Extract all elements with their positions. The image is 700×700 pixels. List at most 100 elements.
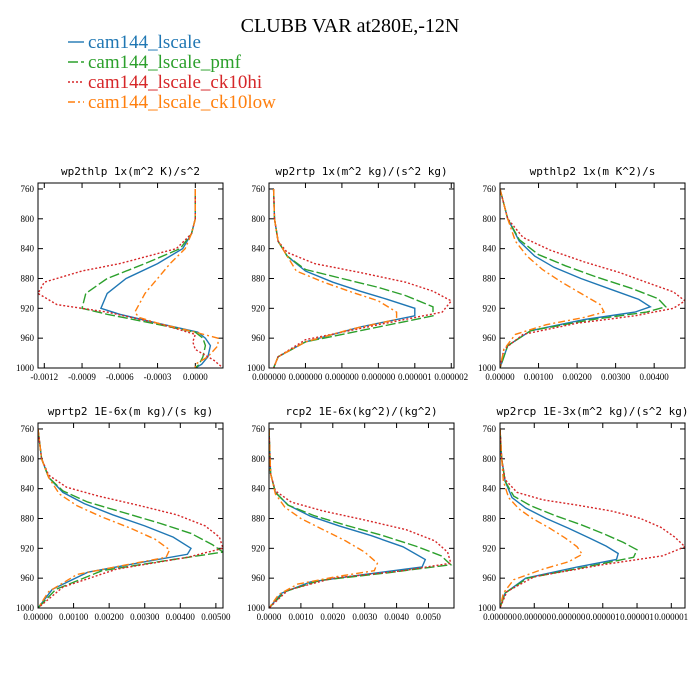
y-tick-label: 880 xyxy=(252,513,266,523)
y-tick-label: 960 xyxy=(483,333,497,343)
y-tick-label: 840 xyxy=(483,484,497,494)
legend-label: cam144_lscale_pmf xyxy=(88,52,242,73)
series-line-cam144_lscale_ck10low xyxy=(272,188,398,368)
y-tick-label: 800 xyxy=(483,214,497,224)
x-tick-label: 0.0000 xyxy=(183,372,208,382)
plot-frame xyxy=(499,422,686,609)
x-tick-label: 0.00100 xyxy=(59,612,89,622)
x-tick-label: 0.000000 xyxy=(517,612,551,622)
series-line-cam144_lscale xyxy=(38,428,192,608)
series-line-cam144_lscale_pmf xyxy=(81,189,207,368)
y-tick-label: 760 xyxy=(252,184,266,194)
y-tick-label: 1000 xyxy=(478,603,497,613)
y-tick-label: 800 xyxy=(252,214,266,224)
series-line-cam144_lscale_ck10low xyxy=(38,428,171,608)
series-line-cam144_lscale_pmf xyxy=(38,428,223,608)
legend-item: cam144_lscale_ck10hi xyxy=(68,72,262,93)
y-tick-label: 920 xyxy=(252,303,266,313)
series-line-cam144_lscale_pmf xyxy=(500,188,668,368)
series-line-cam144_lscale_pmf xyxy=(272,188,434,368)
legend-label: cam144_lscale_ck10hi xyxy=(88,72,262,93)
x-tick-label: 0.0050 xyxy=(416,612,441,622)
y-tick-label: 920 xyxy=(483,543,497,553)
panel-title: rcp2 1E-6x(kg^2)/(kg^2) xyxy=(285,405,437,418)
panel-4: wprtp2 1E-6x(m kg)/(s kg) 760 800 840 880 920… xyxy=(16,405,231,622)
y-tick-label: 880 xyxy=(483,273,497,283)
x-tick-label: -0.0006 xyxy=(106,372,134,382)
y-tick-label: 840 xyxy=(21,244,35,254)
x-tick-label: 0.000000 xyxy=(552,612,586,622)
plot-frame xyxy=(268,422,455,609)
y-tick-label: 760 xyxy=(483,424,497,434)
x-tick-label: 0.000000 xyxy=(361,372,395,382)
y-tick-label: 880 xyxy=(21,513,35,523)
plot-frame xyxy=(37,422,224,609)
x-tick-label: -0.0012 xyxy=(30,372,58,382)
legend-label: cam144_lscale xyxy=(88,32,201,53)
x-tick-label: 0.00200 xyxy=(562,372,592,382)
x-tick-label: 0.000001 xyxy=(398,372,432,382)
series-line-cam144_lscale_ck10hi xyxy=(38,428,223,608)
panel-title: wprtp2 1E-6x(m kg)/(s kg) xyxy=(48,405,214,418)
x-tick-label: 0.000000 xyxy=(252,372,286,382)
y-tick-label: 1000 xyxy=(247,363,266,373)
y-tick-label: 760 xyxy=(21,184,35,194)
series-line-cam144_lscale_ck10hi xyxy=(500,428,685,608)
x-tick-label: 0.000002 xyxy=(434,372,468,382)
y-tick-label: 840 xyxy=(252,484,266,494)
y-tick-label: 840 xyxy=(483,244,497,254)
panels: wp2thlp 1x(m^2 K)/s^2 760 800 840 880 920 960 1… xyxy=(16,165,689,622)
series-line-cam144_lscale xyxy=(99,189,212,368)
y-tick-label: 1000 xyxy=(247,603,266,613)
x-tick-label: 0.00000 xyxy=(485,372,515,382)
panel-title: wpthlp2 1x(m K^2)/s xyxy=(530,165,656,178)
panel-3: wpthlp2 1x(m K^2)/s 760 800 840 880 920 960 100… xyxy=(478,165,686,382)
x-tick-label: 0.000000 xyxy=(289,372,323,382)
y-tick-label: 800 xyxy=(21,454,35,464)
y-tick-label: 880 xyxy=(252,273,266,283)
y-tick-label: 920 xyxy=(483,303,497,313)
series-line-cam144_lscale_ck10low xyxy=(134,189,219,368)
x-tick-label: -0.0009 xyxy=(68,372,96,382)
x-tick-label: 0.0030 xyxy=(352,612,377,622)
series-line-cam144_lscale_ck10hi xyxy=(500,188,685,368)
x-tick-label: 0.00400 xyxy=(640,372,670,382)
x-tick-label: 0.0010 xyxy=(289,612,314,622)
y-tick-label: 1000 xyxy=(16,363,35,373)
y-tick-label: 1000 xyxy=(16,603,35,613)
plot-frame xyxy=(268,182,455,369)
x-tick-label: 0.000000 xyxy=(325,372,359,382)
legend-item: cam144_lscale_pmf xyxy=(68,52,242,73)
panel-title: wp2rcp 1E-3x(m^2 kg)/(s^2 kg) xyxy=(496,405,688,418)
legend-item: cam144_lscale_ck10low xyxy=(68,92,276,113)
x-tick-label: 0.000001 xyxy=(654,612,688,622)
panel-5: rcp2 1E-6x(kg^2)/(kg^2) 760 800 840 880 920 96… xyxy=(247,405,455,622)
x-tick-label: -0.0003 xyxy=(144,372,172,382)
y-tick-label: 840 xyxy=(21,484,35,494)
y-tick-label: 960 xyxy=(21,573,35,583)
series-line-cam144_lscale_ck10low xyxy=(500,428,584,608)
panel-6: wp2rcp 1E-3x(m^2 kg)/(s^2 kg) 760 800 840 88… xyxy=(478,405,689,622)
series-line-cam144_lscale_ck10low xyxy=(500,188,606,368)
panel-title: wp2rtp 1x(m^2 kg)/(s^2 kg) xyxy=(275,165,447,178)
x-tick-label: 0.00200 xyxy=(95,612,125,622)
y-tick-label: 960 xyxy=(483,573,497,583)
plot-frame xyxy=(37,182,224,369)
x-tick-label: 0.0020 xyxy=(320,612,345,622)
panel-2: wp2rtp 1x(m^2 kg)/(s^2 kg) 760 800 840 880 92… xyxy=(247,165,468,382)
y-tick-label: 800 xyxy=(483,454,497,464)
x-tick-label: 0.00300 xyxy=(601,372,631,382)
y-tick-label: 1000 xyxy=(478,363,497,373)
panel-1: wp2thlp 1x(m^2 K)/s^2 760 800 840 880 920 960 1… xyxy=(16,165,224,382)
x-tick-label: 0.0040 xyxy=(384,612,409,622)
series-line-cam144_lscale_ck10hi xyxy=(272,188,453,368)
y-tick-label: 920 xyxy=(252,543,266,553)
legend: cam144_lscalecam144_lscale_pmfcam144_lsc… xyxy=(68,32,276,113)
y-tick-label: 920 xyxy=(21,543,35,553)
y-tick-label: 760 xyxy=(483,184,497,194)
x-tick-label: 0.00100 xyxy=(524,372,554,382)
y-tick-label: 960 xyxy=(252,333,266,343)
y-tick-label: 800 xyxy=(252,454,266,464)
x-tick-label: 0.00000 xyxy=(23,612,53,622)
